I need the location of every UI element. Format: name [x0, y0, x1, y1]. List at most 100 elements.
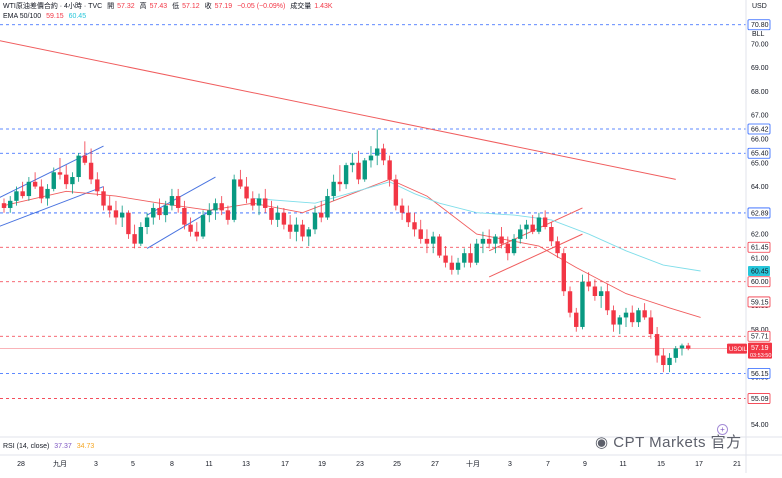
candle-body	[474, 243, 479, 263]
symbol-name[interactable]: WTI原油差價合約 · 4小時 · TVC	[3, 3, 103, 10]
candle	[182, 200, 187, 230]
candle	[580, 274, 585, 330]
candle-body	[32, 181, 38, 187]
candle-body	[1, 203, 7, 208]
candle	[493, 234, 498, 254]
candle-body	[325, 196, 330, 218]
candle	[654, 326, 660, 363]
candle-body	[225, 210, 231, 220]
y-tick-label: 68.00	[751, 89, 769, 96]
candle-body	[319, 212, 324, 218]
rsi-label[interactable]: RSI (14, close)	[3, 443, 50, 450]
candle	[630, 305, 635, 327]
candle-body	[611, 310, 616, 325]
candle-body	[667, 357, 672, 366]
candle-body	[561, 253, 566, 292]
candle-body	[518, 229, 523, 239]
candle-body	[642, 310, 647, 318]
candle-body	[39, 186, 44, 199]
price-label-bg	[747, 330, 771, 342]
ema-lines	[3, 178, 701, 318]
price-label: 59.15	[747, 296, 771, 308]
trendline	[0, 40, 676, 180]
candle-body	[592, 286, 598, 297]
candle-body	[399, 205, 405, 213]
candle-body	[486, 238, 492, 244]
candle	[132, 224, 137, 249]
candle	[119, 205, 125, 227]
price-label: 57.71	[747, 330, 771, 342]
candle	[144, 212, 150, 235]
candle	[244, 177, 249, 204]
currency-label[interactable]: USD	[752, 3, 767, 10]
candle-body	[368, 155, 374, 161]
price-label-bg	[747, 123, 771, 135]
trendline	[488, 233, 583, 278]
candle-body	[70, 177, 75, 185]
candle	[51, 167, 56, 192]
candle	[113, 200, 119, 225]
price-label-text: 70.80	[751, 22, 769, 29]
candle-body	[350, 162, 355, 166]
watermark-text: CPT Markets 官方	[613, 434, 742, 451]
candle-body	[64, 174, 69, 185]
x-tick-label: 11	[205, 461, 212, 468]
candle-body	[163, 205, 168, 216]
price-label: 66.42	[747, 123, 771, 135]
candle-body	[57, 172, 63, 175]
candle-body	[424, 238, 430, 244]
candle-body	[462, 253, 467, 263]
candle-body	[617, 317, 622, 325]
candle-body	[256, 198, 262, 206]
candle	[225, 205, 231, 225]
candle	[294, 217, 299, 242]
candle	[424, 229, 430, 254]
price-labels: 70.80 66.42 65.40 62.89 61.45 60.45 60.00 59.15…	[727, 19, 772, 404]
candle-body	[493, 236, 498, 244]
high-label: 高	[139, 3, 147, 10]
candle	[617, 315, 622, 335]
symbol-tag-bg	[727, 343, 747, 354]
candle-body	[524, 224, 529, 230]
candle	[8, 196, 13, 213]
candle	[499, 227, 504, 249]
candle	[188, 217, 193, 237]
candle	[673, 345, 678, 363]
y-tick-label: 58.00	[751, 327, 769, 334]
candle	[169, 188, 175, 211]
low-value: 57.12	[182, 3, 200, 10]
trendline	[146, 207, 216, 249]
y-tick-label: 65.00	[751, 160, 769, 167]
rsi-legend: RSI (14, close) 37.37 34.73	[3, 442, 97, 451]
candle-body	[207, 210, 212, 216]
candle	[213, 198, 218, 220]
x-tick-label: 25	[393, 461, 401, 468]
candle	[250, 191, 255, 211]
price-label: 62.89	[747, 207, 771, 219]
candle-body	[107, 205, 112, 211]
y-tick-label: 54.00	[751, 422, 769, 429]
candle-body	[605, 291, 610, 311]
candle	[126, 210, 131, 239]
candle-body	[443, 255, 448, 263]
candle-body	[88, 162, 94, 180]
candle	[76, 153, 81, 182]
trendlines	[0, 40, 676, 278]
price-label-bg	[747, 276, 771, 288]
candle-body	[406, 212, 411, 223]
price-label-bg	[747, 296, 771, 308]
unit-label[interactable]: BLL	[752, 31, 765, 38]
candle-body	[636, 310, 641, 323]
x-tick-label: 3	[508, 461, 512, 468]
candle	[430, 231, 436, 254]
candle	[163, 200, 168, 223]
candle	[20, 181, 25, 199]
candle-body	[686, 345, 691, 349]
add-indicator-button[interactable]: +	[717, 424, 728, 435]
ema-label[interactable]: EMA 50/100	[3, 13, 42, 20]
price-label: 70.80	[747, 19, 771, 31]
candle-body	[82, 155, 88, 163]
